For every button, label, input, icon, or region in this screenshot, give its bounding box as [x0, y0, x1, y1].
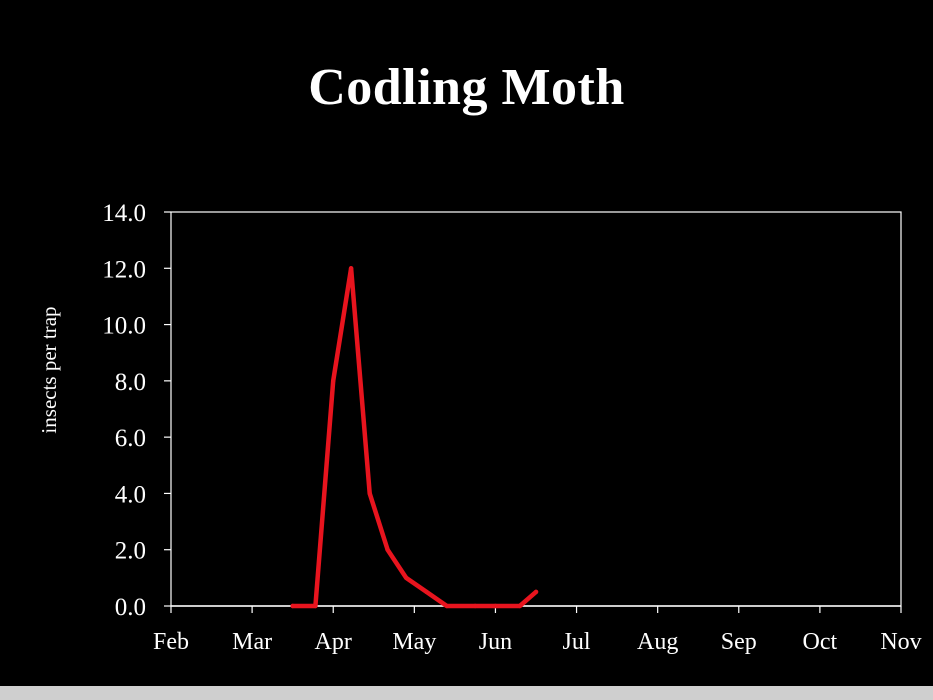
- data-point: [385, 547, 390, 552]
- y-axis-label: insects per trap: [37, 306, 61, 433]
- y-tick-label: 6.0: [115, 425, 146, 452]
- data-point: [348, 266, 354, 271]
- series-line: [290, 266, 539, 609]
- x-tick-label: Sep: [721, 629, 757, 655]
- data-point: [444, 603, 449, 609]
- data-point: [517, 603, 522, 609]
- x-tick-label: Aug: [637, 629, 678, 655]
- x-tick-label: Mar: [232, 629, 272, 655]
- x-tick-label: Feb: [153, 629, 189, 655]
- data-point: [424, 589, 429, 595]
- y-tick-label: 4.0: [115, 481, 146, 508]
- data-point: [313, 603, 318, 609]
- data-point: [404, 575, 409, 581]
- x-tick-label: May: [392, 629, 436, 655]
- data-point: [472, 603, 478, 609]
- y-tick-label: 0.0: [115, 594, 146, 621]
- x-axis-ticks: Feb Mar Apr May Jun Jul Aug Sep Oct Nov: [153, 606, 922, 655]
- plot-frame: [170, 211, 902, 607]
- data-point: [367, 491, 372, 496]
- x-tick-label: Jul: [563, 629, 591, 655]
- data-point: [331, 378, 336, 384]
- y-axis-ticks: 0.0 2.0 4.0 6.0 8.0 10.0 12.0 14.0: [102, 200, 171, 621]
- chart-title: Codling Moth: [308, 59, 625, 116]
- y-tick-label: 14.0: [102, 200, 146, 227]
- plot-area: [170, 211, 902, 607]
- x-tick-label: Apr: [315, 629, 352, 655]
- data-point: [290, 603, 295, 609]
- x-tick-label: Nov: [880, 629, 921, 655]
- x-tick-label: Oct: [803, 629, 838, 655]
- y-tick-label: 2.0: [115, 538, 146, 565]
- series-layer: [290, 266, 539, 609]
- y-tick-label: 10.0: [102, 313, 146, 340]
- y-tick-label: 12.0: [102, 256, 146, 283]
- footer-bar: [0, 686, 933, 700]
- x-tick-label: Jun: [479, 629, 512, 655]
- y-tick-label: 8.0: [115, 369, 146, 396]
- data-point: [493, 603, 498, 609]
- data-point: [533, 589, 539, 595]
